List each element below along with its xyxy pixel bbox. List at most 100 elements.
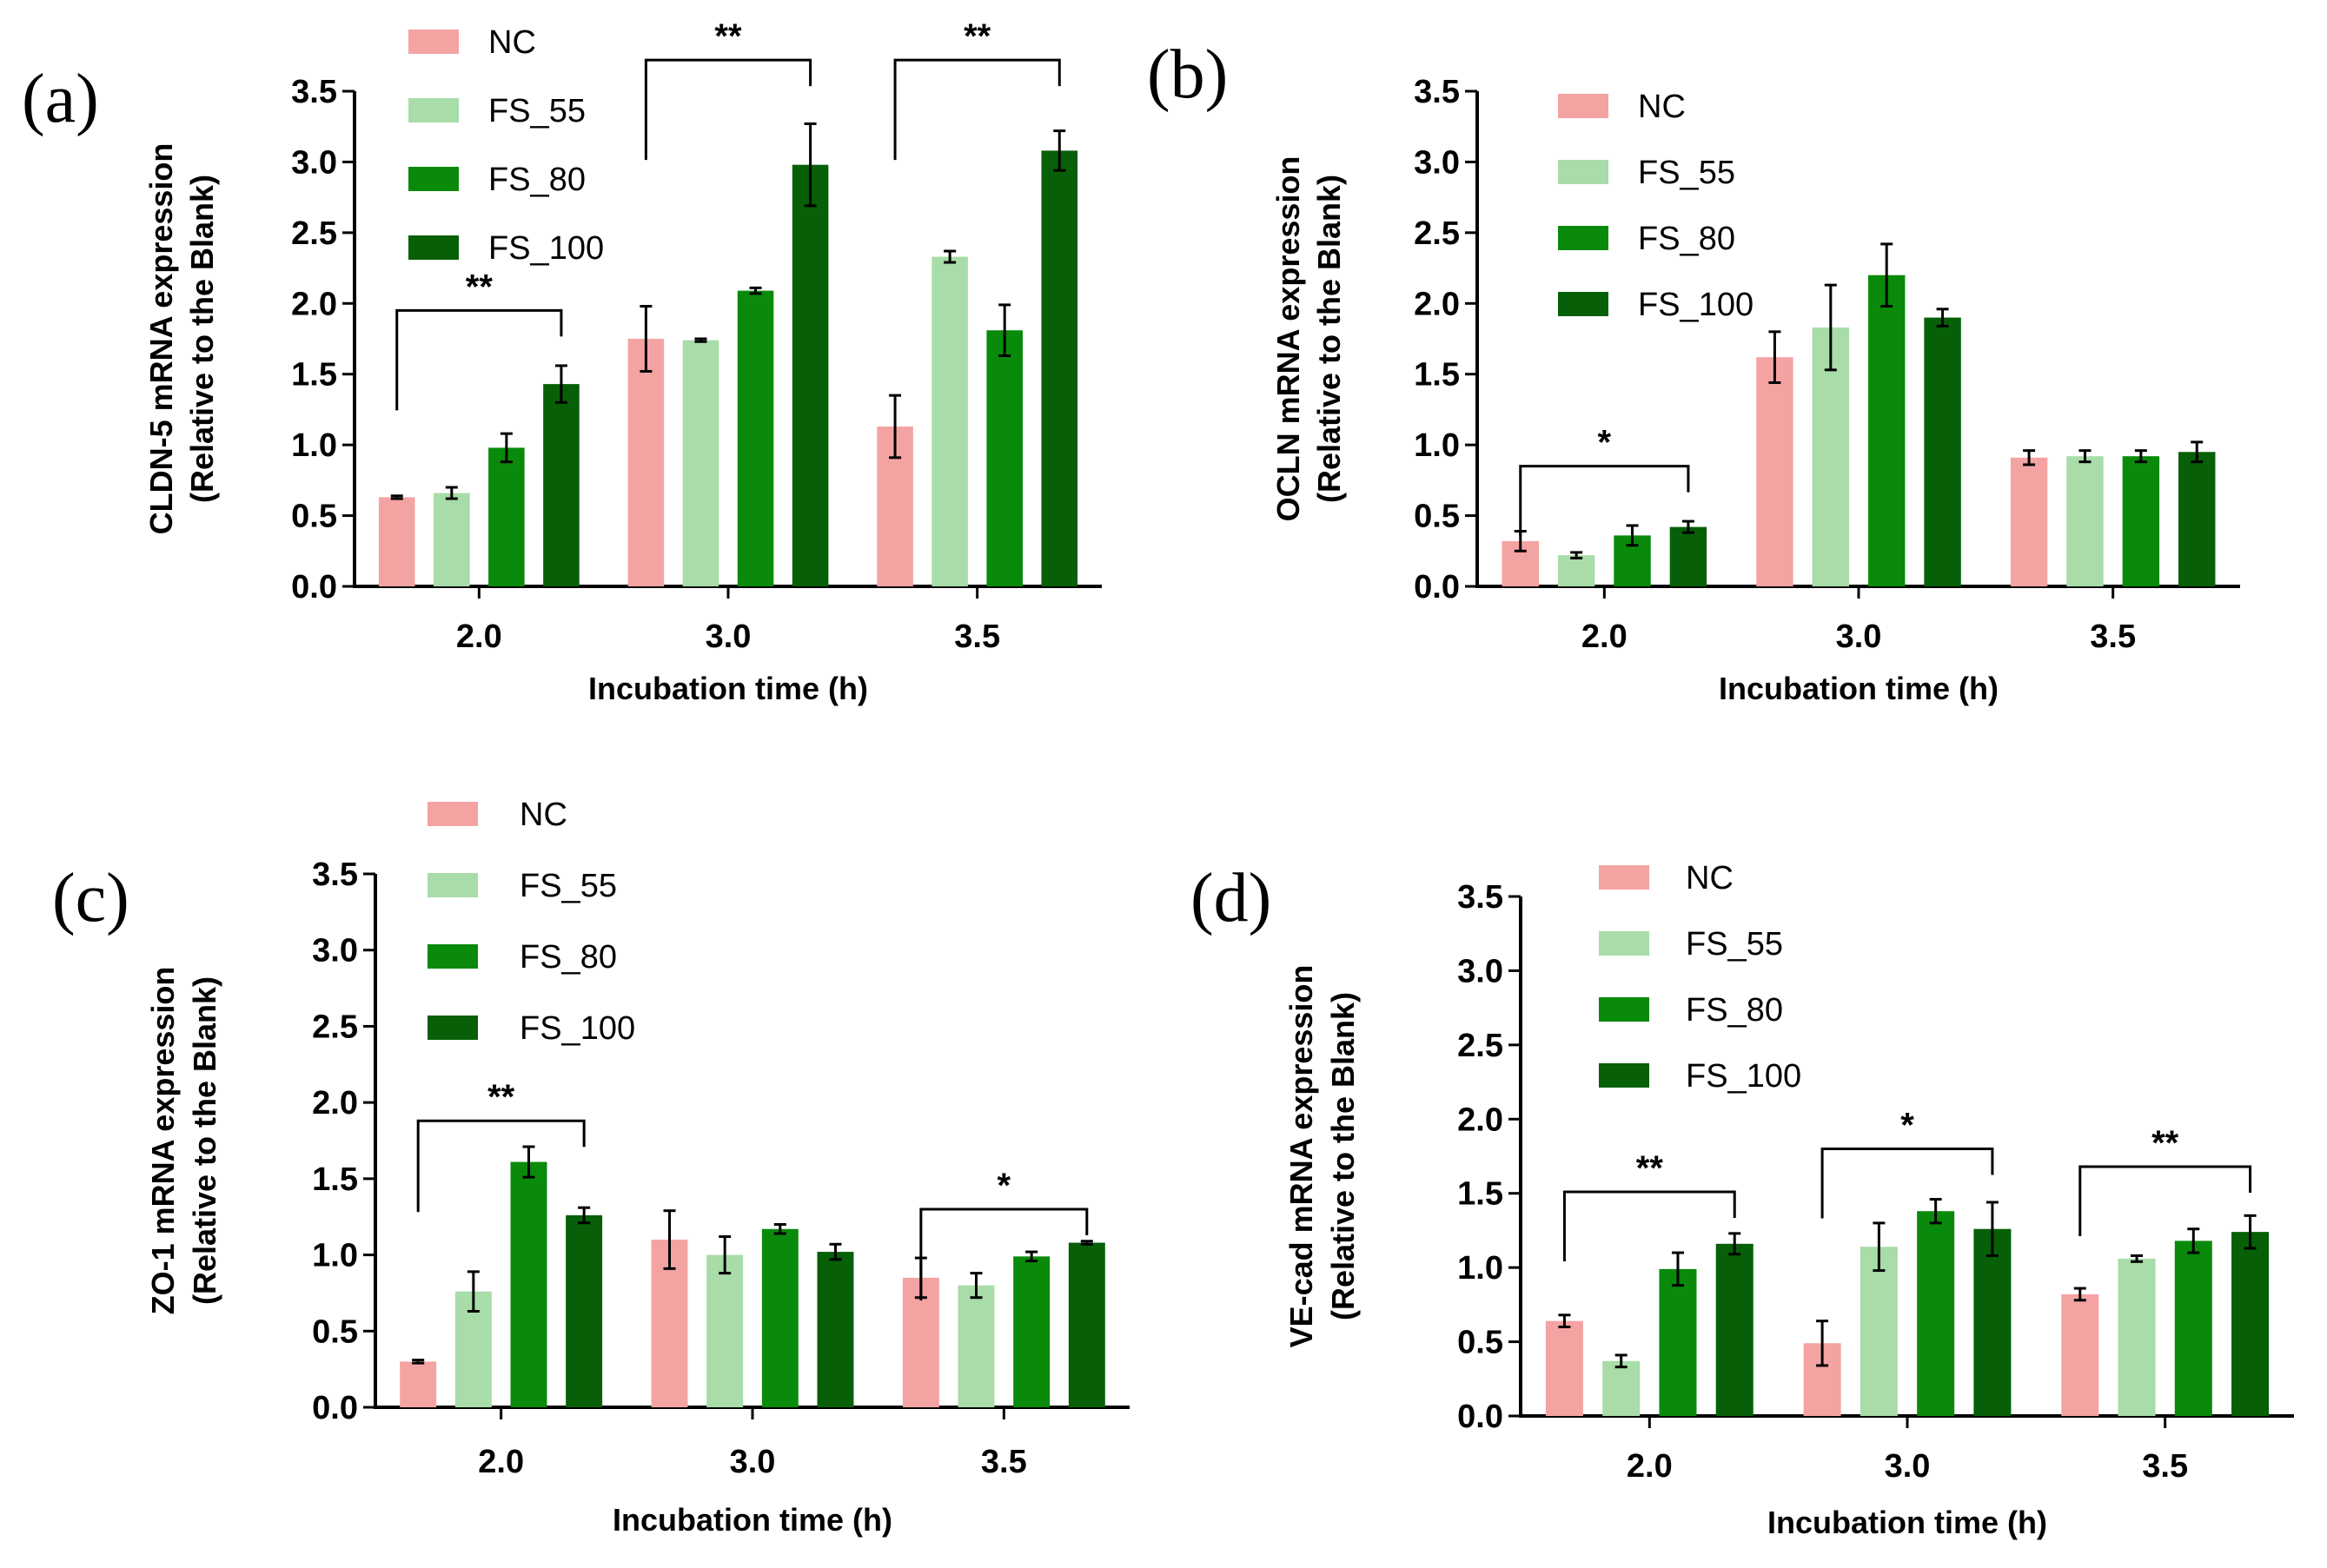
x-axis-title: Incubation time (h): [613, 1502, 892, 1538]
legend-label: FS_100: [1638, 287, 1754, 323]
legend-swatch-fs-100: [1599, 1063, 1649, 1088]
y-tick-label: 3.0: [312, 933, 358, 969]
y-tick-label: 0.0: [291, 569, 337, 605]
y-tick-label: 1.5: [1414, 357, 1460, 394]
bar-nc-2.0: [378, 497, 415, 586]
x-tick-label: 2.0: [1627, 1448, 1673, 1485]
bar-fs-80-3.0: [761, 1228, 799, 1407]
bar-fs-80-2.0: [510, 1161, 547, 1407]
x-axis-title: Incubation time (h): [1719, 671, 1999, 706]
y-tick-label: 2.0: [1414, 286, 1460, 322]
bar-nc-2.0: [400, 1361, 437, 1407]
bar-fs-55-3.5: [931, 256, 968, 586]
bar-nc-3.5: [2010, 457, 2048, 586]
legend-label: FS_80: [1686, 992, 1783, 1029]
significance-label: **: [1636, 1149, 1664, 1188]
legend-swatch-fs-55: [1599, 931, 1649, 956]
bar-nc-3.5: [2061, 1293, 2099, 1416]
bar-fs-80-3.0: [737, 290, 774, 586]
legend-label: NC: [1638, 89, 1686, 125]
significance-label: **: [2151, 1124, 2179, 1162]
significance-bracket: [1820, 1147, 1994, 1219]
bar-fs-100-3.5: [2231, 1232, 2270, 1416]
x-axis-title: Incubation time (h): [1767, 1505, 2047, 1540]
y-tick-label: 0.5: [291, 499, 337, 535]
y-tick-label: 3.5: [312, 857, 358, 893]
bar-fs-100-3.0: [792, 164, 829, 586]
bar-fs-80-3.5: [2174, 1241, 2212, 1416]
significance-bracket: [1519, 465, 1690, 536]
y-axis-title: CLDN-5 mRNA expression: [143, 143, 179, 535]
y-tick-label: 0.5: [312, 1313, 358, 1350]
y-tick-label: 2.0: [291, 286, 337, 322]
bar-fs-80-3.0: [1867, 275, 1906, 586]
bar-fs-100-2.0: [566, 1214, 603, 1407]
bar-fs-80-3.0: [1917, 1211, 1955, 1416]
y-axis-title-sub: (Relative to the Blank): [1325, 992, 1361, 1320]
legend-label: NC: [1686, 860, 1734, 896]
y-tick-label: 3.0: [1457, 953, 1503, 989]
bar-fs-100-3.0: [1924, 317, 1961, 586]
significance-label: **: [487, 1078, 515, 1116]
y-tick-label: 1.0: [1414, 427, 1460, 464]
legend-swatch-fs-55: [428, 873, 478, 897]
bar-fs-100-2.0: [1715, 1243, 1754, 1416]
bar-fs-55-3.5: [958, 1285, 995, 1407]
significance-bracket: [919, 1207, 1089, 1300]
significance-label: **: [714, 17, 742, 56]
significance-label: *: [1598, 424, 1612, 462]
bar-fs-100-2.0: [543, 384, 580, 586]
bar-nc-3.0: [1756, 357, 1793, 586]
legend-label: FS_55: [1686, 926, 1783, 963]
bar-fs-80-3.5: [2122, 456, 2160, 586]
legend-label: FS_80: [1638, 221, 1735, 257]
bar-fs-100-3.5: [1068, 1242, 1105, 1407]
legend-swatch-nc: [428, 802, 478, 826]
x-tick-label: 3.5: [2142, 1448, 2188, 1485]
legend-label: NC: [520, 797, 567, 833]
y-tick-label: 1.0: [312, 1238, 358, 1274]
legend-swatch-fs-100: [1558, 292, 1608, 316]
x-tick-label: 2.0: [456, 619, 502, 655]
y-axis-title-sub: (Relative to the Blank): [1311, 175, 1347, 503]
x-tick-label: 3.5: [2090, 619, 2136, 655]
significance-bracket: [416, 1119, 586, 1213]
legend-label: FS_55: [1638, 155, 1735, 191]
y-tick-label: 0.0: [1457, 1399, 1503, 1435]
legend-label: FS_55: [488, 93, 586, 129]
legend-label: FS_100: [520, 1010, 635, 1047]
legend-swatch-fs-80: [1558, 226, 1608, 250]
bar-fs-100-3.0: [817, 1252, 854, 1407]
significance-label: **: [466, 268, 494, 306]
significance-bracket: [1562, 1190, 1736, 1262]
y-tick-label: 3.5: [291, 74, 337, 110]
panel-label: (c): [52, 860, 129, 936]
x-tick-label: 3.5: [981, 1444, 1027, 1480]
bar-fs-80-2.0: [1659, 1268, 1697, 1416]
y-tick-label: 0.0: [1414, 569, 1460, 605]
bar-fs-55-3.0: [706, 1254, 744, 1407]
y-tick-label: 1.5: [312, 1161, 358, 1198]
bar-fs-55-3.0: [682, 340, 719, 586]
bar-fs-100-3.5: [1041, 150, 1078, 586]
bar-nc-3.0: [627, 339, 665, 586]
bar-fs-55-2.0: [1557, 555, 1595, 586]
x-tick-label: 3.0: [730, 1444, 776, 1480]
x-tick-label: 2.0: [478, 1444, 524, 1480]
y-tick-label: 3.5: [1457, 879, 1503, 916]
bar-fs-55-3.5: [2118, 1258, 2156, 1416]
panel-label: (d): [1190, 860, 1271, 936]
x-tick-label: 3.0: [1885, 1448, 1931, 1485]
significance-bracket: [395, 308, 563, 411]
panel-label: (b): [1147, 36, 1228, 113]
y-axis-title: VE-cad mRNA expression: [1283, 965, 1319, 1348]
legend-swatch-fs-55: [1558, 160, 1608, 184]
y-tick-label: 0.5: [1414, 499, 1460, 535]
x-tick-label: 3.0: [1836, 619, 1882, 655]
legend-swatch-nc: [408, 30, 459, 54]
bar-fs-55-2.0: [1602, 1360, 1641, 1416]
significance-bracket: [893, 58, 1061, 161]
bar-fs-100-3.5: [2178, 452, 2216, 586]
x-tick-label: 3.5: [954, 619, 1000, 655]
